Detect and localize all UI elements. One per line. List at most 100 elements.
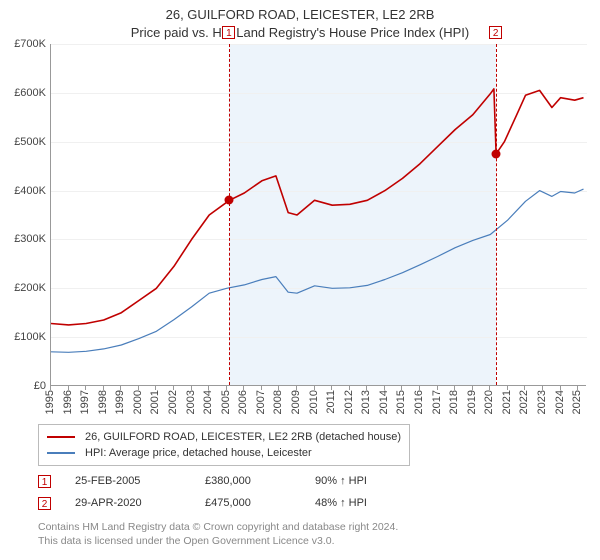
x-tick-label: 2019 xyxy=(466,390,478,414)
x-tick-mark xyxy=(138,386,139,390)
x-tick-mark xyxy=(331,386,332,390)
x-tick-mark xyxy=(524,386,525,390)
x-tick-label: 2009 xyxy=(290,390,302,414)
x-tick-label: 2010 xyxy=(308,390,320,414)
x-tick-label: 2008 xyxy=(272,390,284,414)
y-tick-label: £200K xyxy=(0,282,46,294)
sale-point xyxy=(225,196,234,205)
y-tick-label: £400K xyxy=(0,185,46,197)
sales-table: 1 25-FEB-2005 £380,000 90% ↑ HPI 2 29-AP… xyxy=(38,470,425,514)
y-tick-label: £600K xyxy=(0,87,46,99)
marker-line xyxy=(229,44,230,385)
legend-box: 26, GUILFORD ROAD, LEICESTER, LE2 2RB (d… xyxy=(38,424,410,466)
sales-price-1: £380,000 xyxy=(205,475,315,487)
x-tick-label: 2012 xyxy=(343,390,355,414)
x-tick-mark xyxy=(243,386,244,390)
x-tick-label: 1999 xyxy=(114,390,126,414)
x-tick-mark xyxy=(226,386,227,390)
title-line-2: Price paid vs. HM Land Registry's House … xyxy=(0,24,600,42)
x-tick-label: 2018 xyxy=(448,390,460,414)
sales-row-2: 2 29-APR-2020 £475,000 48% ↑ HPI xyxy=(38,492,425,514)
x-tick-label: 2017 xyxy=(431,390,443,414)
x-tick-label: 2022 xyxy=(518,390,530,414)
x-tick-label: 2011 xyxy=(325,390,337,414)
legend-swatch-property xyxy=(47,436,75,438)
x-tick-mark xyxy=(120,386,121,390)
sales-price-2: £475,000 xyxy=(205,497,315,509)
x-tick-mark xyxy=(85,386,86,390)
x-tick-mark xyxy=(155,386,156,390)
x-tick-mark xyxy=(296,386,297,390)
x-tick-label: 1997 xyxy=(79,390,91,414)
x-tick-mark xyxy=(401,386,402,390)
x-tick-label: 2001 xyxy=(149,390,161,414)
x-tick-mark xyxy=(349,386,350,390)
legend-swatch-hpi xyxy=(47,452,75,454)
legend-item-property: 26, GUILFORD ROAD, LEICESTER, LE2 2RB (d… xyxy=(47,429,401,445)
x-tick-label: 2016 xyxy=(413,390,425,414)
x-tick-mark xyxy=(261,386,262,390)
x-tick-label: 2014 xyxy=(378,390,390,414)
x-tick-label: 2005 xyxy=(220,390,232,414)
y-tick-label: £500K xyxy=(0,136,46,148)
footnote-line-1: Contains HM Land Registry data © Crown c… xyxy=(38,520,398,534)
x-tick-mark xyxy=(208,386,209,390)
y-tick-label: £700K xyxy=(0,38,46,50)
y-tick-label: £300K xyxy=(0,233,46,245)
series-hpi xyxy=(51,189,584,352)
marker-line xyxy=(496,44,497,385)
x-tick-mark xyxy=(278,386,279,390)
x-tick-label: 2013 xyxy=(360,390,372,414)
x-tick-mark xyxy=(489,386,490,390)
marker-box: 1 xyxy=(222,26,235,39)
series-property xyxy=(51,89,584,325)
x-tick-mark xyxy=(542,386,543,390)
chart-area: 12 £0£100K£200K£300K£400K£500K£600K£700K… xyxy=(50,44,586,386)
x-tick-label: 2000 xyxy=(132,390,144,414)
x-tick-mark xyxy=(68,386,69,390)
sales-hpi-2: 48% ↑ HPI xyxy=(315,497,425,509)
title-line-1: 26, GUILFORD ROAD, LEICESTER, LE2 2RB xyxy=(0,6,600,24)
x-tick-label: 2003 xyxy=(185,390,197,414)
x-tick-mark xyxy=(103,386,104,390)
x-tick-mark xyxy=(314,386,315,390)
x-tick-mark xyxy=(173,386,174,390)
x-tick-mark xyxy=(454,386,455,390)
legend-label-property: 26, GUILFORD ROAD, LEICESTER, LE2 2RB (d… xyxy=(85,431,401,443)
x-tick-mark xyxy=(507,386,508,390)
marker-box: 2 xyxy=(489,26,502,39)
legend-item-hpi: HPI: Average price, detached house, Leic… xyxy=(47,445,401,461)
x-tick-label: 1995 xyxy=(44,390,56,414)
y-tick-label: £100K xyxy=(0,331,46,343)
chart-title: 26, GUILFORD ROAD, LEICESTER, LE2 2RB Pr… xyxy=(0,0,600,41)
x-tick-label: 2015 xyxy=(395,390,407,414)
x-tick-mark xyxy=(419,386,420,390)
x-tick-label: 2021 xyxy=(501,390,513,414)
x-tick-mark xyxy=(191,386,192,390)
x-tick-label: 1996 xyxy=(62,390,74,414)
sales-date-1: 25-FEB-2005 xyxy=(75,475,205,487)
x-tick-mark xyxy=(560,386,561,390)
x-tick-mark xyxy=(50,386,51,390)
sales-index-1: 1 xyxy=(38,475,51,488)
sales-hpi-1: 90% ↑ HPI xyxy=(315,475,425,487)
x-tick-mark xyxy=(577,386,578,390)
x-tick-mark xyxy=(384,386,385,390)
x-tick-label: 2023 xyxy=(536,390,548,414)
sales-index-2: 2 xyxy=(38,497,51,510)
x-tick-mark xyxy=(472,386,473,390)
x-tick-label: 2007 xyxy=(255,390,267,414)
x-tick-mark xyxy=(437,386,438,390)
x-tick-label: 2004 xyxy=(202,390,214,414)
x-tick-label: 2006 xyxy=(237,390,249,414)
line-canvas xyxy=(51,44,587,386)
sales-row-1: 1 25-FEB-2005 £380,000 90% ↑ HPI xyxy=(38,470,425,492)
footnote: Contains HM Land Registry data © Crown c… xyxy=(38,520,398,548)
legend-label-hpi: HPI: Average price, detached house, Leic… xyxy=(85,447,312,459)
x-tick-label: 2025 xyxy=(571,390,583,414)
x-tick-mark xyxy=(366,386,367,390)
x-tick-label: 2020 xyxy=(483,390,495,414)
plot-region: 12 xyxy=(50,44,586,386)
footnote-line-2: This data is licensed under the Open Gov… xyxy=(38,534,398,548)
sales-date-2: 29-APR-2020 xyxy=(75,497,205,509)
